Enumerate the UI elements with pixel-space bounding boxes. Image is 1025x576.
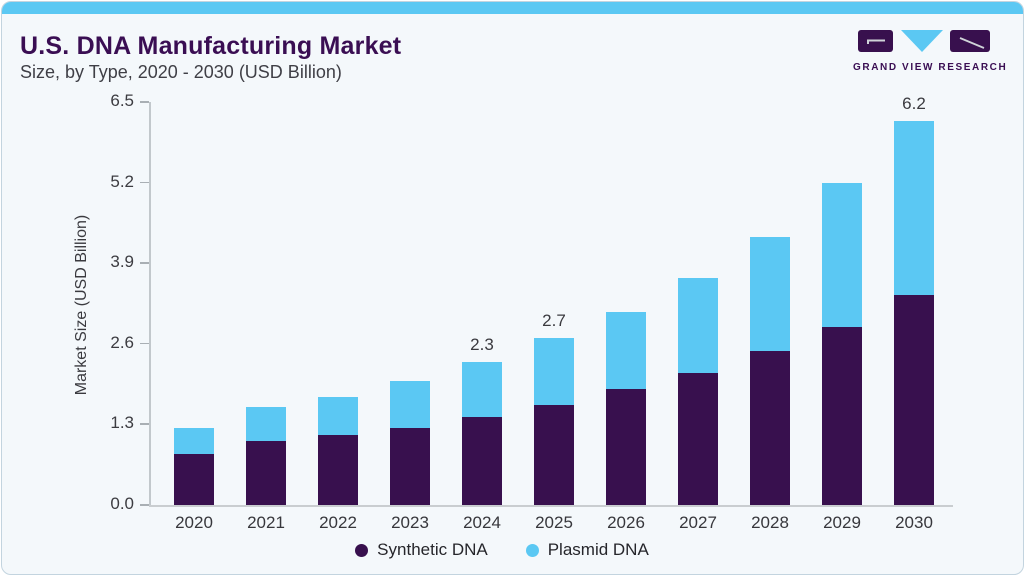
- y-tick-label: 3.9: [110, 252, 134, 272]
- bar-total-label: 2.7: [542, 310, 566, 330]
- bar-segment-synthetic-dna: [606, 389, 646, 505]
- x-axis-label: 2027: [679, 513, 717, 532]
- x-axis-label: 2029: [823, 513, 861, 532]
- top-accent-bar: [2, 2, 1023, 14]
- y-tick-label: 1.3: [110, 413, 134, 433]
- legend-label: Synthetic DNA: [377, 540, 488, 559]
- bar-segment-plasmid-dna: [606, 312, 646, 390]
- y-tick-mark: [140, 342, 149, 345]
- y-tick-mark: [140, 423, 149, 425]
- bar-segment-synthetic-dna: [462, 416, 502, 505]
- bar-segment-plasmid-dna: [678, 278, 718, 373]
- grand-view-research-logo: GRAND VIEW RESEARCH: [853, 29, 1008, 73]
- bar-total-label: 2.3: [470, 335, 494, 355]
- x-axis-label: 2028: [751, 513, 789, 532]
- y-tick-mark: [140, 181, 149, 184]
- bar-segment-synthetic-dna: [750, 351, 790, 505]
- page-title: U.S. DNA Manufacturing Market: [20, 32, 402, 60]
- bar-segment-synthetic-dna: [390, 427, 430, 505]
- bar-segment-plasmid-dna: [318, 396, 358, 435]
- bar-segment-synthetic-dna: [246, 441, 286, 505]
- bar-segment-plasmid-dna: [534, 337, 574, 405]
- bar-segment-synthetic-dna: [822, 327, 862, 505]
- y-tick-mark: [140, 101, 149, 103]
- bar-segment-plasmid-dna: [174, 427, 214, 454]
- logo-wordmark: GRAND VIEW RESEARCH: [853, 62, 1008, 73]
- x-axis-label: 2024: [463, 513, 501, 532]
- bar-segment-synthetic-dna: [534, 404, 574, 505]
- bar-segment-plasmid-dna: [390, 381, 430, 428]
- bar-segment-plasmid-dna: [750, 237, 790, 352]
- y-axis-line: [149, 102, 151, 505]
- bar-segment-plasmid-dna: [822, 182, 862, 328]
- legend: Synthetic DNA Plasmid DNA: [2, 540, 1002, 560]
- gvr-logo-icon: [858, 30, 990, 52]
- x-axis-label: 2030: [895, 513, 933, 532]
- bar-segment-synthetic-dna: [894, 295, 934, 505]
- bar-segment-plasmid-dna: [894, 120, 934, 296]
- bar-total-label: 6.2: [902, 93, 926, 113]
- x-axis-label: 2026: [607, 513, 645, 532]
- legend-dot-icon: [355, 543, 369, 557]
- y-tick-label: 5.2: [110, 171, 134, 191]
- y-tick-label: 2.6: [110, 332, 134, 352]
- legend-item: Plasmid DNA: [525, 540, 649, 560]
- y-tick-label: 0.0: [110, 494, 134, 513]
- y-axis-title: Market Size (USD Billion): [73, 214, 90, 396]
- x-axis-label: 2022: [319, 513, 357, 532]
- bar-segment-synthetic-dna: [318, 434, 358, 505]
- page-subtitle: Size, by Type, 2020 - 2030 (USD Billion): [20, 62, 342, 82]
- x-axis-label: 2020: [175, 513, 213, 532]
- y-tick-label: 6.5: [110, 91, 134, 110]
- y-tick-mark: [140, 504, 149, 506]
- y-tick-mark: [140, 262, 149, 264]
- x-axis-label: 2025: [535, 513, 573, 532]
- x-axis-label: 2023: [391, 513, 429, 532]
- bar-segment-plasmid-dna: [462, 362, 502, 417]
- x-axis-line: [149, 505, 953, 507]
- bar-segment-synthetic-dna: [678, 372, 718, 505]
- bar-segment-synthetic-dna: [174, 453, 214, 505]
- legend-dot-icon: [525, 543, 539, 557]
- bar-segment-plasmid-dna: [246, 407, 286, 442]
- legend-item: Synthetic DNA: [355, 540, 488, 560]
- x-axis-label: 2021: [247, 513, 285, 532]
- legend-label: Plasmid DNA: [547, 540, 649, 559]
